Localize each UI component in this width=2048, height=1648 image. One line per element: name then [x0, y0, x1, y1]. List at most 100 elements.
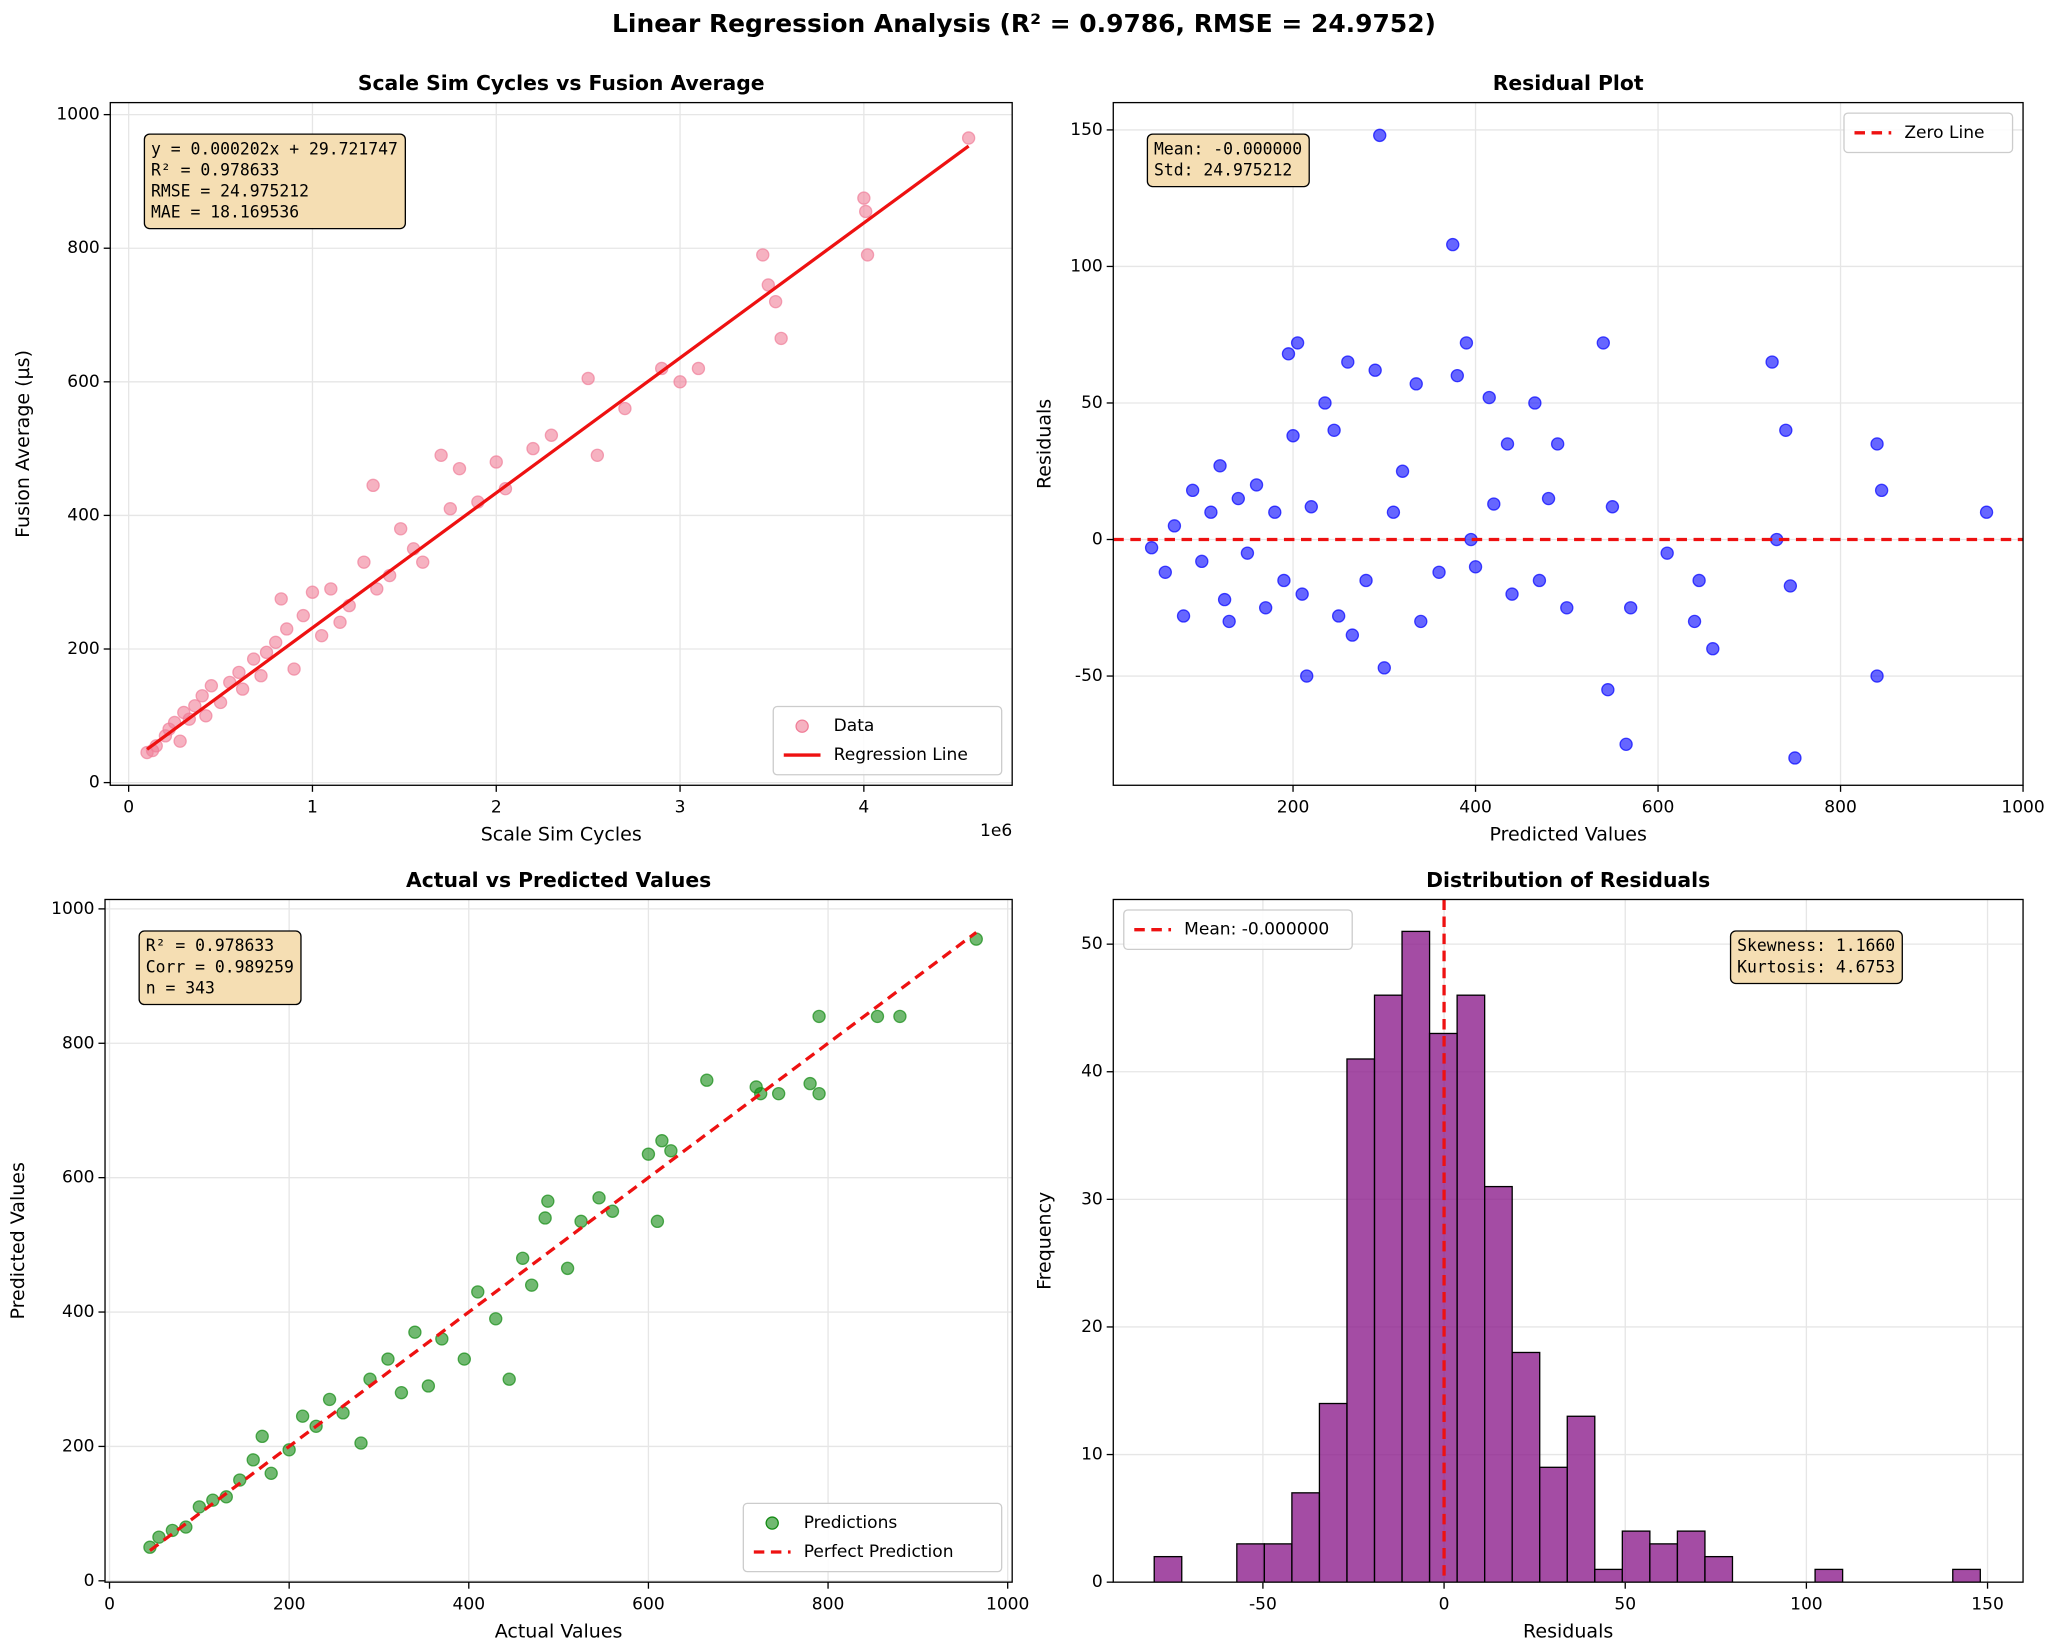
hist-bar	[1511, 1351, 1541, 1583]
point	[1222, 614, 1236, 629]
point	[1874, 483, 1889, 498]
point	[673, 375, 687, 389]
x-axis-label: Predicted Values	[1489, 824, 1646, 846]
point	[1487, 497, 1501, 511]
axes-frame	[1112, 101, 2024, 786]
point	[1550, 437, 1565, 451]
point	[1500, 437, 1515, 451]
point	[1331, 609, 1346, 623]
plot-area	[1153, 899, 1981, 1583]
point	[1290, 336, 1305, 350]
y-tick-label: 400	[67, 505, 100, 525]
hist-bar	[1814, 1568, 1844, 1583]
point	[246, 1453, 260, 1467]
x-tick-label: 0	[104, 1594, 115, 1614]
x-tick-label: 1000	[986, 1594, 1029, 1614]
y-tick-label: 0	[84, 1571, 95, 1591]
plot-area	[1113, 128, 2024, 765]
point	[195, 689, 209, 703]
point	[859, 204, 873, 219]
point	[1217, 592, 1232, 607]
hist-bar	[1236, 1543, 1266, 1583]
x-tick-label: 2	[491, 798, 502, 818]
point	[255, 1429, 269, 1444]
point	[381, 1352, 395, 1366]
annotation-text: Corr = 0.989259	[146, 957, 294, 976]
legend-label: Mean: -0.000000	[1184, 920, 1329, 940]
point	[1783, 579, 1798, 593]
point	[1601, 683, 1615, 697]
point	[1979, 505, 1994, 519]
point	[1560, 601, 1574, 615]
hist-bar	[1952, 1568, 1981, 1583]
point	[581, 371, 595, 386]
y-tick-label: 200	[67, 639, 100, 659]
point	[305, 585, 320, 599]
legend-label: Regression Line	[834, 745, 968, 765]
point	[1281, 347, 1296, 361]
point	[1327, 423, 1341, 437]
y-tick-label: 40	[1081, 1062, 1103, 1082]
y-tick-label: 50	[1081, 934, 1103, 954]
point	[264, 1466, 278, 1480]
x-tick-label: 600	[1642, 798, 1675, 818]
x-tick-label: 1	[307, 798, 318, 818]
point	[1414, 614, 1428, 629]
y-tick-label: 400	[62, 1302, 95, 1322]
hist-bar	[1153, 1555, 1183, 1583]
point	[618, 401, 632, 416]
point	[560, 1261, 575, 1276]
point	[592, 1191, 606, 1205]
x-axis-label: Scale Sim Cycles	[481, 824, 642, 846]
point	[756, 248, 770, 262]
point	[1295, 587, 1309, 601]
y-tick-label: 0	[1092, 1572, 1103, 1592]
x-tick-label: 200	[1277, 798, 1310, 818]
point	[1446, 237, 1460, 252]
point	[324, 582, 338, 596]
x-axis-label: Residuals	[1523, 1621, 1613, 1643]
legend-box	[1843, 112, 2014, 154]
hist-bar	[1318, 1402, 1348, 1583]
point	[590, 448, 605, 462]
axes-frame	[104, 898, 1013, 1583]
point	[870, 1009, 885, 1024]
point	[1409, 377, 1423, 391]
y-tick-label: 0	[1092, 530, 1103, 550]
point	[1692, 573, 1706, 588]
panel-title: Actual vs Predicted Values	[406, 868, 711, 892]
point	[1318, 396, 1332, 410]
x-tick-label: 600	[632, 1594, 665, 1614]
point	[1432, 565, 1446, 579]
x-tick-label: 800	[812, 1594, 845, 1614]
plot-area	[140, 131, 976, 760]
point	[421, 1379, 436, 1393]
point	[1304, 500, 1318, 514]
x-tick-label: 0	[123, 798, 134, 818]
point	[700, 1073, 714, 1087]
point	[1605, 500, 1620, 514]
y-tick-label: 0	[89, 773, 100, 793]
y-tick-label: 150	[1070, 120, 1103, 140]
point	[1619, 737, 1633, 752]
axes-frame	[109, 101, 1013, 786]
point	[641, 1147, 656, 1161]
point	[416, 555, 430, 569]
legend-box	[1123, 909, 1353, 951]
x-tick-label: 50	[1614, 1594, 1636, 1614]
point	[188, 699, 202, 713]
line	[146, 144, 970, 751]
point	[394, 1385, 409, 1400]
hist-bar	[1704, 1555, 1734, 1583]
legend-marker	[795, 719, 809, 733]
axes-frame	[1112, 898, 2024, 1583]
legend-label: Perfect Prediction	[804, 1542, 954, 1562]
point	[1167, 519, 1182, 533]
point	[254, 669, 268, 683]
point	[489, 455, 503, 469]
annotation-text: R² = 0.978633	[146, 936, 274, 955]
x-tick-label: 400	[1459, 798, 1492, 818]
panel-title: Residual Plot	[1493, 71, 1644, 95]
point	[860, 248, 875, 262]
